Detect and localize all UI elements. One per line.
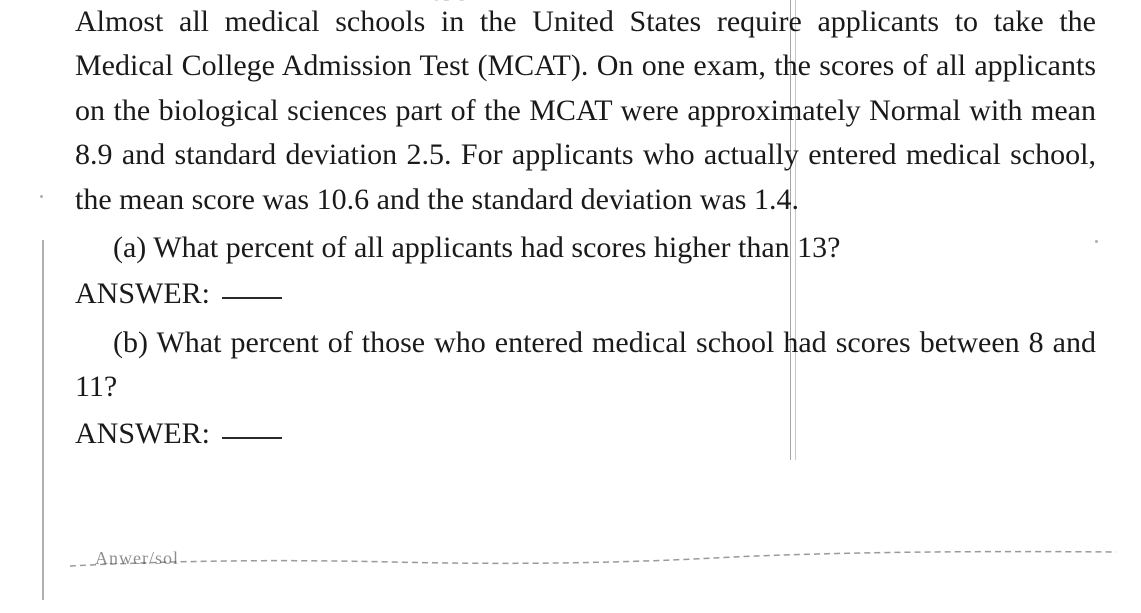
question-a-body: What percent of all applicants had score… — [153, 231, 840, 264]
answer-b-blank — [222, 437, 282, 439]
scan-noise-dot — [40, 195, 43, 198]
answer-a-blank — [222, 297, 282, 299]
problem-intro: Almost all medical schools in the United… — [75, 0, 1096, 222]
bottom-page-curve — [70, 548, 1116, 578]
answer-b-line: ANSWER: — [75, 412, 1096, 456]
answer-a-label: ANSWER: — [75, 277, 210, 310]
question-b-text: (b) What percent of those who entered me… — [75, 321, 1096, 410]
question-b-block: (b) What percent of those who entered me… — [75, 321, 1096, 456]
question-a-label: (a) — [113, 231, 146, 264]
document-page: Almost all medical schools in the United… — [0, 0, 1141, 466]
answer-a-line: ANSWER: — [75, 272, 1096, 316]
scan-noise-dot — [1095, 240, 1098, 243]
question-a-block: (a) What percent of all applicants had s… — [75, 226, 1096, 317]
question-b-body: What percent of those who entered medica… — [75, 326, 1096, 403]
question-a-text: (a) What percent of all applicants had s… — [75, 226, 1096, 270]
answer-b-label: ANSWER: — [75, 417, 210, 450]
question-b-label: (b) — [113, 326, 148, 359]
